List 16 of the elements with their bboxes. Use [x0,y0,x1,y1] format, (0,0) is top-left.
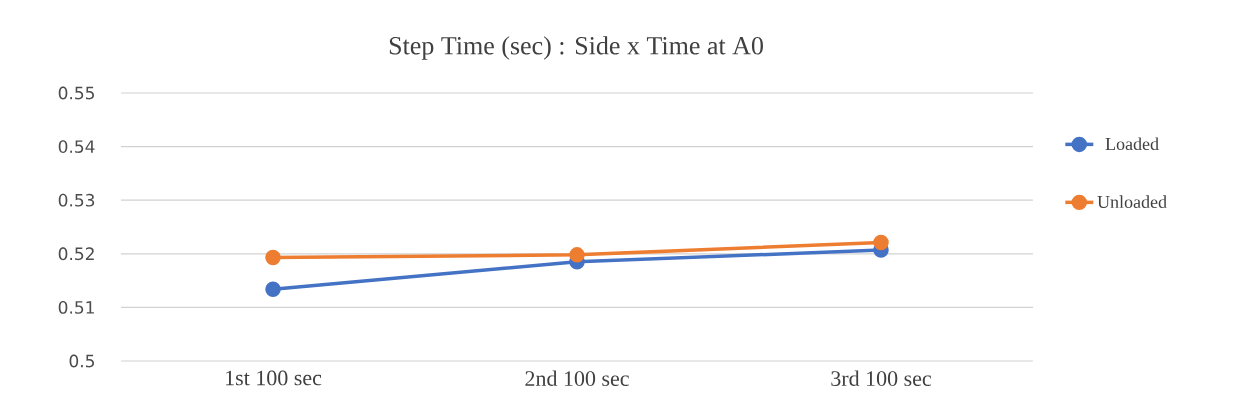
y-tick-label: 0.52 [58,247,94,261]
point [265,281,281,297]
chart-title: Step Time (sec) : Side x Time at A0 [389,36,763,60]
legend-label: Loaded [1105,137,1159,151]
x-tick-label: 3rd 100 sec [831,370,932,386]
legend-label: Unloaded [1097,195,1167,209]
point [265,249,281,266]
y-tick-label: 0.53 [58,193,95,207]
point [873,234,889,251]
y-tick-label: 0.51 [58,300,94,314]
x-tick-label: 1st 100 sec [226,370,322,386]
y-tick-label: 0.54 [58,140,95,154]
point [569,247,585,263]
y-tick-label: 0.5 [69,354,94,368]
y-tick-label: 0.55 [58,86,94,100]
x-tick-label: 2nd 100 sec [525,370,629,386]
